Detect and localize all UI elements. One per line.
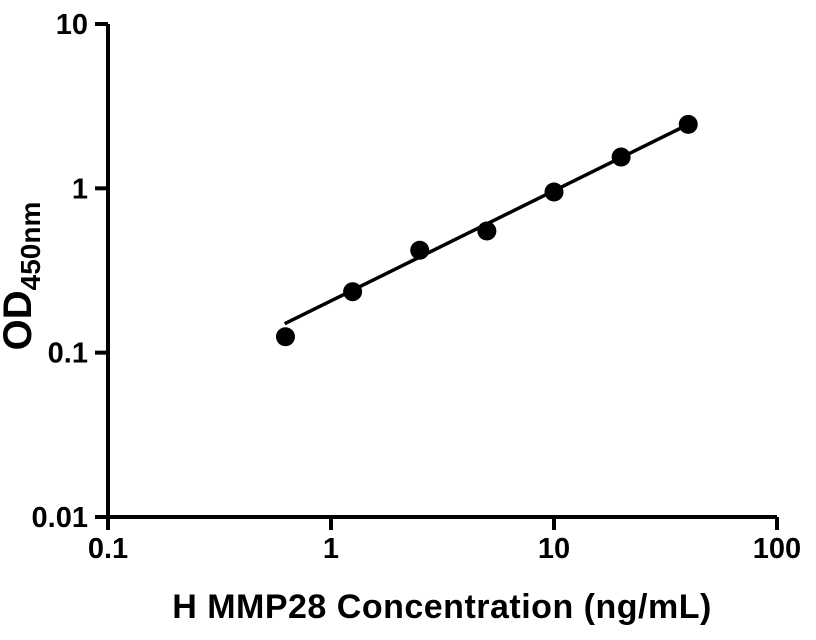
data-point-7 — [678, 114, 698, 134]
axis-lines — [106, 24, 777, 519]
axes-group — [106, 24, 777, 519]
y-axis-title-subscript: 450nm — [15, 202, 46, 291]
data-point-5 — [544, 182, 564, 202]
data-point-4 — [477, 221, 497, 241]
data-point-3 — [410, 240, 430, 260]
y-tick-label-1: 1 — [72, 173, 88, 205]
x-tick-label-0.1: 0.1 — [88, 533, 128, 565]
x-tick-label-10: 10 — [538, 533, 570, 565]
y-tick-label-10: 10 — [56, 9, 88, 41]
x-tick-label-1: 1 — [323, 533, 339, 565]
y-axis-title: OD450nm — [0, 202, 46, 351]
x-axis-title: H MMP28 Concentration (ng/mL) — [172, 588, 712, 626]
x-tick-label-100: 100 — [753, 533, 801, 565]
data-point-6 — [611, 147, 631, 167]
y-tick-label-0.01: 0.01 — [32, 502, 88, 534]
ticks-group — [95, 22, 779, 530]
data-point-2 — [343, 282, 363, 302]
y-axis-title-main: OD — [0, 290, 40, 350]
y-tick-label-0.1: 0.1 — [48, 338, 88, 370]
data-points-group — [275, 114, 698, 347]
data-point-1 — [275, 327, 295, 347]
